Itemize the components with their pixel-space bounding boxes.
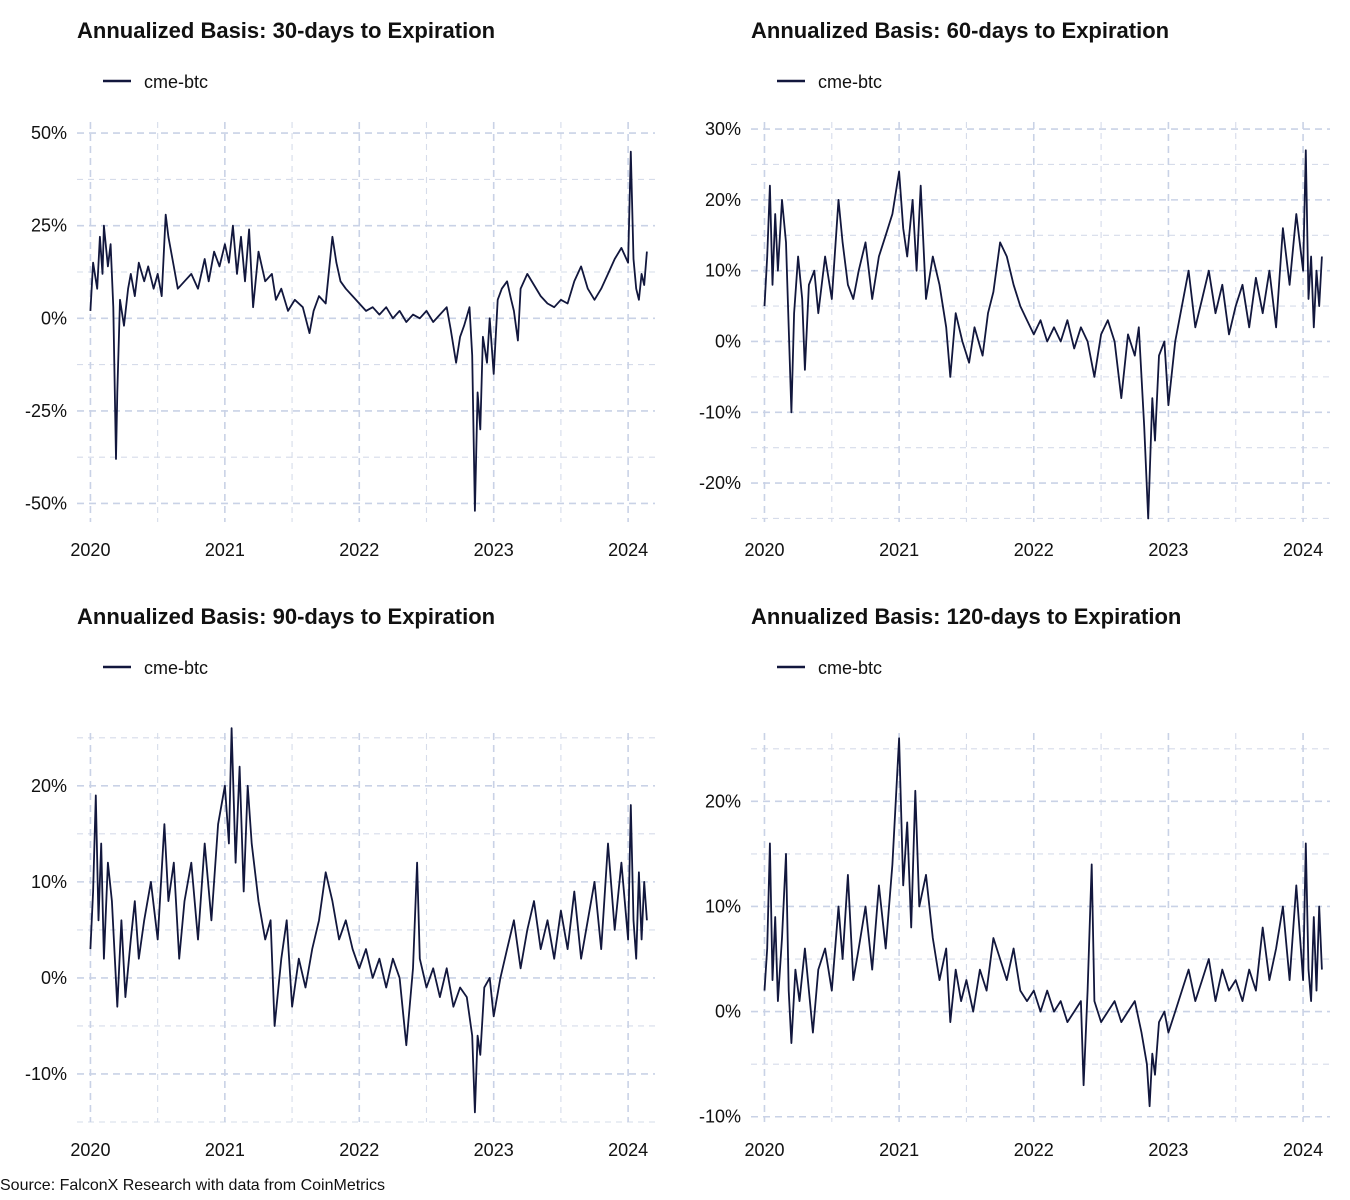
series-line-cme-btc — [89, 150, 648, 512]
y-tick-label: -20% — [699, 473, 741, 493]
x-tick-label: 2020 — [744, 540, 784, 560]
series-line-cme-btc — [763, 149, 1323, 520]
x-tick-label: 2023 — [474, 1140, 514, 1160]
chart-title: Annualized Basis: 90-days to Expiration — [77, 604, 495, 629]
source-note: Source: FalconX Research with data from … — [0, 1177, 386, 1194]
y-tick-label: 10% — [31, 872, 67, 892]
chart-panel-2: Annualized Basis: 60-days to Expiration c… — [699, 18, 1330, 560]
x-tick-label: 2022 — [339, 540, 379, 560]
x-tick-label: 2022 — [1014, 540, 1054, 560]
y-tick-label: 20% — [705, 190, 741, 210]
legend-label: cme-btc — [818, 658, 882, 678]
y-tick-label: 50% — [31, 123, 67, 143]
chart-title: Annualized Basis: 60-days to Expiration — [751, 18, 1169, 43]
x-tick-label: 2022 — [339, 1140, 379, 1160]
x-tick-label: 2024 — [1283, 540, 1323, 560]
x-tick-label: 2024 — [608, 540, 648, 560]
y-tick-label: 0% — [715, 331, 741, 351]
x-tick-label: 2024 — [608, 1140, 648, 1160]
x-tick-label: 2023 — [474, 540, 514, 560]
chart-title: Annualized Basis: 30-days to Expiration — [77, 18, 495, 43]
legend-label: cme-btc — [144, 658, 208, 678]
x-tick-label: 2024 — [1283, 1140, 1323, 1160]
y-tick-label: 0% — [715, 1002, 741, 1022]
x-tick-label: 2020 — [70, 540, 110, 560]
x-tick-label: 2023 — [1148, 540, 1188, 560]
chart-panel-4: Annualized Basis: 120-days to Expiration… — [699, 604, 1330, 1160]
x-tick-label: 2023 — [1148, 1140, 1188, 1160]
x-tick-label: 2020 — [70, 1140, 110, 1160]
y-tick-label: 10% — [705, 261, 741, 281]
x-tick-label: 2021 — [205, 1140, 245, 1160]
legend-label: cme-btc — [818, 72, 882, 92]
y-tick-label: 0% — [41, 308, 67, 328]
legend-label: cme-btc — [144, 72, 208, 92]
y-tick-label: 20% — [31, 776, 67, 796]
x-tick-label: 2021 — [879, 1140, 919, 1160]
x-tick-label: 2022 — [1014, 1140, 1054, 1160]
chart-title: Annualized Basis: 120-days to Expiration — [751, 604, 1181, 629]
y-tick-label: 30% — [705, 119, 741, 139]
y-tick-label: 10% — [705, 896, 741, 916]
y-tick-label: -10% — [25, 1064, 67, 1084]
y-tick-label: -10% — [699, 1107, 741, 1127]
y-tick-label: -25% — [25, 401, 67, 421]
chart-panel-1: Annualized Basis: 30-days to Expiration c… — [25, 18, 655, 560]
y-tick-label: -50% — [25, 493, 67, 513]
x-tick-label: 2021 — [879, 540, 919, 560]
y-tick-label: 25% — [31, 216, 67, 236]
y-tick-label: -10% — [699, 402, 741, 422]
x-tick-label: 2021 — [205, 540, 245, 560]
y-tick-label: 20% — [705, 791, 741, 811]
series-line-cme-btc — [89, 727, 648, 1114]
series-line-cme-btc — [763, 737, 1323, 1108]
x-tick-label: 2020 — [744, 1140, 784, 1160]
y-tick-label: 0% — [41, 968, 67, 988]
chart-panel-3: Annualized Basis: 90-days to Expiration c… — [25, 604, 655, 1160]
